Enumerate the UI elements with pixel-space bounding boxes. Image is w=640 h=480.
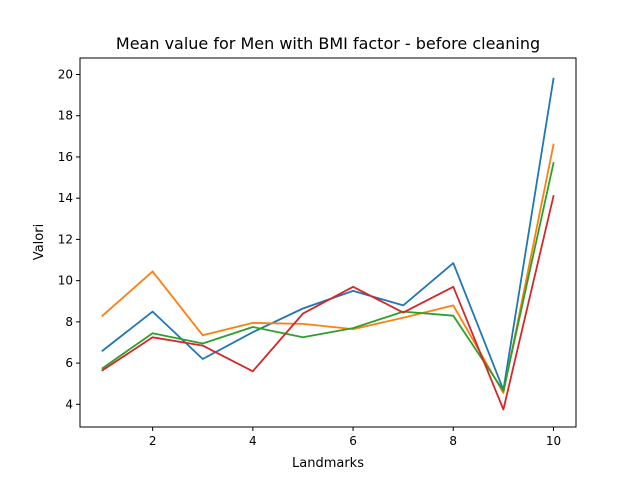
y-tick-label: 20 xyxy=(58,67,73,81)
y-axis-ticks: 4 6 8 10 12 14 16 18 20 xyxy=(58,67,80,411)
x-tick-label: 2 xyxy=(149,434,157,448)
y-tick-label: 4 xyxy=(65,397,73,411)
series-line-3 xyxy=(101,162,555,392)
x-tick-label: 8 xyxy=(449,434,457,448)
y-tick-label: 18 xyxy=(58,109,73,123)
y-tick-label: 16 xyxy=(58,150,73,164)
y-tick-label: 12 xyxy=(58,232,73,246)
y-tick-label: 6 xyxy=(65,356,73,370)
x-axis-ticks: 2 4 6 8 10 xyxy=(149,427,561,448)
x-tick-label: 4 xyxy=(249,434,257,448)
x-tick-label: 6 xyxy=(349,434,357,448)
x-axis-label: Landmarks xyxy=(292,456,364,471)
chart-title: Mean value for Men with BMI factor - bef… xyxy=(116,34,540,53)
series-layer xyxy=(101,77,555,411)
y-tick-label: 10 xyxy=(58,274,73,288)
plot-area-frame xyxy=(79,57,577,428)
y-tick-label: 14 xyxy=(58,191,73,205)
y-axis-label: Valori xyxy=(32,224,47,260)
y-tick-label: 8 xyxy=(65,315,73,329)
series-line-4 xyxy=(101,195,555,411)
x-tick-label: 10 xyxy=(546,434,561,448)
